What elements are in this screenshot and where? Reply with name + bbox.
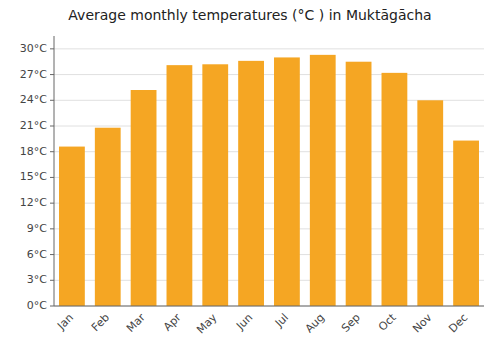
y-tick xyxy=(50,254,54,255)
bar xyxy=(310,55,336,306)
bar xyxy=(202,64,228,306)
x-tick-label: Apr xyxy=(161,311,184,334)
x-tick-label: Jan xyxy=(54,311,76,333)
chart: 0°C 3°C 6°C 9°C 12°C 15°C 18°C 21°C 24°C 27°C 30°C… xyxy=(0,0,500,350)
y-tick-label: 0°C xyxy=(27,299,47,312)
y-tick xyxy=(50,151,54,152)
bar xyxy=(346,62,372,306)
grid-line xyxy=(54,48,484,49)
x-axis: Jan Feb Mar Apr May Jun Jul Aug Sep Oct Nov Dec xyxy=(54,306,484,336)
bar xyxy=(238,61,264,306)
x-tick-label: Feb xyxy=(89,311,112,334)
y-tick-label: 30°C xyxy=(20,42,47,55)
x-tick-label: Sep xyxy=(339,311,363,335)
y-tick-label: 12°C xyxy=(20,196,47,209)
bar xyxy=(274,57,300,306)
y-axis-line xyxy=(54,36,55,306)
bar xyxy=(59,147,85,306)
y-tick-label: 27°C xyxy=(20,68,47,81)
x-tick-label: Jul xyxy=(272,311,291,330)
x-tick-label: Jun xyxy=(233,311,255,333)
y-tick xyxy=(50,228,54,229)
x-tick-label: Dec xyxy=(446,311,470,335)
chart-container: 0°C 3°C 6°C 9°C 12°C 15°C 18°C 21°C 24°C 27°C 30°C… xyxy=(0,0,500,350)
bars xyxy=(59,55,479,306)
y-tick-label: 6°C xyxy=(27,248,47,261)
y-tick xyxy=(50,306,54,307)
y-tick xyxy=(50,100,54,101)
y-tick xyxy=(50,203,54,204)
bar xyxy=(453,141,479,306)
y-tick xyxy=(50,177,54,178)
bar xyxy=(417,100,443,306)
y-tick-label: 24°C xyxy=(20,93,47,106)
bar xyxy=(95,128,121,306)
y-axis: 0°C 3°C 6°C 9°C 12°C 15°C 18°C 21°C 24°C 27°C 30°C xyxy=(20,36,54,312)
bar xyxy=(131,90,157,306)
title: Average monthly temperatures (°C ) in Mu… xyxy=(68,7,431,23)
y-tick xyxy=(50,74,54,75)
x-tick-label: Oct xyxy=(376,311,399,334)
bar xyxy=(167,65,193,306)
y-tick xyxy=(50,280,54,281)
grid-line xyxy=(54,74,484,75)
x-axis-line xyxy=(54,306,484,307)
x-tick-label: Mar xyxy=(124,311,148,335)
y-tick-label: 9°C xyxy=(27,222,47,235)
y-grid xyxy=(54,49,484,306)
y-tick-label: 18°C xyxy=(20,145,47,158)
y-tick xyxy=(50,48,54,49)
grid-line xyxy=(54,306,484,307)
x-tick-label: May xyxy=(194,311,220,337)
y-tick xyxy=(50,126,54,127)
y-tick-label: 3°C xyxy=(27,273,47,286)
bar xyxy=(382,73,408,306)
x-tick-label: Aug xyxy=(303,311,327,335)
y-tick-label: 21°C xyxy=(20,119,47,132)
x-tick-label: Nov xyxy=(410,311,435,336)
y-tick-label: 15°C xyxy=(20,170,47,183)
